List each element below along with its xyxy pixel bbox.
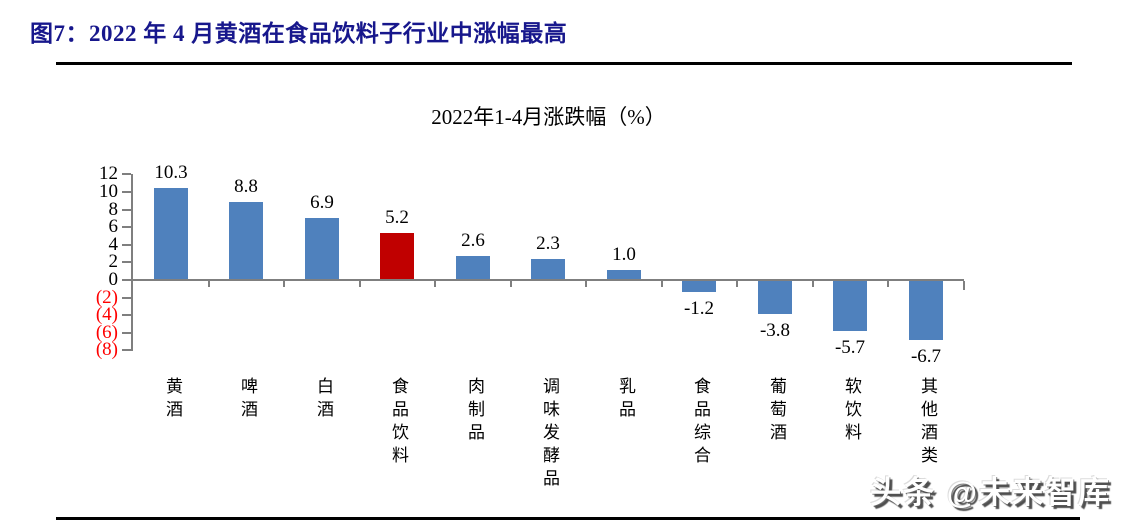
bar-value-label: 5.2 [385, 207, 409, 228]
x-axis-tick [434, 281, 436, 287]
y-axis-tick [122, 261, 131, 263]
category-label: 其他酒类 [918, 377, 937, 469]
category-label: 黄酒 [163, 377, 182, 423]
y-axis-tick [122, 191, 131, 193]
bar-value-label: 10.3 [154, 162, 188, 183]
y-axis-tick-label: 10 [99, 181, 118, 202]
category-label: 葡萄酒 [767, 377, 786, 446]
y-axis-tick [122, 226, 131, 228]
y-axis-tick [122, 279, 131, 281]
y-axis-tick [122, 349, 131, 351]
y-axis-tick [122, 297, 131, 299]
y-axis-tick-label: (2) [95, 287, 118, 308]
y-axis-tick-label: (8) [95, 339, 118, 360]
y-axis-tick-label: 0 [108, 269, 119, 290]
y-axis-tick-label: 6 [108, 216, 119, 237]
x-axis-tick [208, 281, 210, 287]
y-axis-tick [122, 244, 131, 246]
x-axis-tick [585, 281, 587, 287]
bar-value-label: -6.7 [910, 346, 942, 367]
chart-bar [909, 281, 943, 340]
x-axis-line [131, 279, 964, 281]
chart-bar [229, 202, 263, 279]
chart-bar [456, 256, 490, 279]
figure-title: 图7：2022 年 4 月黄酒在食品饮料子行业中涨幅最高 [30, 21, 568, 46]
x-axis-tick [510, 281, 512, 287]
category-label: 啤酒 [238, 377, 257, 423]
bar-value-label: 2.3 [536, 233, 560, 254]
bar-value-label: 8.8 [234, 176, 258, 197]
y-axis-tick-label: (4) [95, 304, 118, 325]
chart-bar [380, 233, 414, 279]
category-label: 食品饮料 [389, 377, 408, 469]
bar-value-label: 1.0 [612, 244, 636, 265]
category-label: 白酒 [314, 377, 333, 423]
title-divider [56, 62, 1072, 65]
bar-value-label: -1.2 [683, 298, 715, 319]
watermark: 头条 @未来智库 [870, 475, 1111, 510]
y-axis-tick-label: (6) [95, 322, 118, 343]
y-axis-tick-label: 4 [108, 234, 119, 255]
bar-value-label: 6.9 [310, 192, 334, 213]
x-axis-tick [283, 281, 285, 287]
category-label: 食品综合 [691, 377, 710, 469]
bar-value-label: 2.6 [461, 230, 485, 251]
x-axis-tick [887, 281, 889, 287]
y-axis-line [131, 174, 133, 351]
bar-value-label: -3.8 [759, 320, 791, 341]
y-axis-tick-label: 2 [108, 251, 119, 272]
chart-bar [531, 259, 565, 279]
bottom-divider [56, 517, 1080, 520]
y-axis-tick-label: 8 [108, 199, 119, 220]
chart-bar [305, 218, 339, 279]
chart-bar [154, 188, 188, 279]
y-axis-tick-label: 12 [99, 163, 118, 184]
category-label: 软饮料 [842, 377, 861, 446]
x-axis-tick [812, 281, 814, 287]
x-axis-tick [963, 281, 965, 290]
category-label: 乳品 [616, 377, 635, 423]
chart-bar [833, 281, 867, 331]
chart-title: 2022年1-4月涨跌幅（%） [431, 105, 666, 129]
category-label: 调味发酵品 [540, 377, 559, 492]
x-axis-tick [359, 281, 361, 287]
y-axis-tick [122, 173, 131, 175]
bar-value-label: -5.7 [834, 337, 866, 358]
chart-bar [758, 281, 792, 314]
y-axis-tick [122, 209, 131, 211]
category-label: 肉制品 [465, 377, 484, 446]
y-axis-tick [122, 314, 131, 316]
chart-bar [682, 281, 716, 292]
y-axis-tick [122, 332, 131, 334]
x-axis-tick [736, 281, 738, 287]
x-axis-tick [661, 281, 663, 287]
chart-bar [607, 270, 641, 279]
